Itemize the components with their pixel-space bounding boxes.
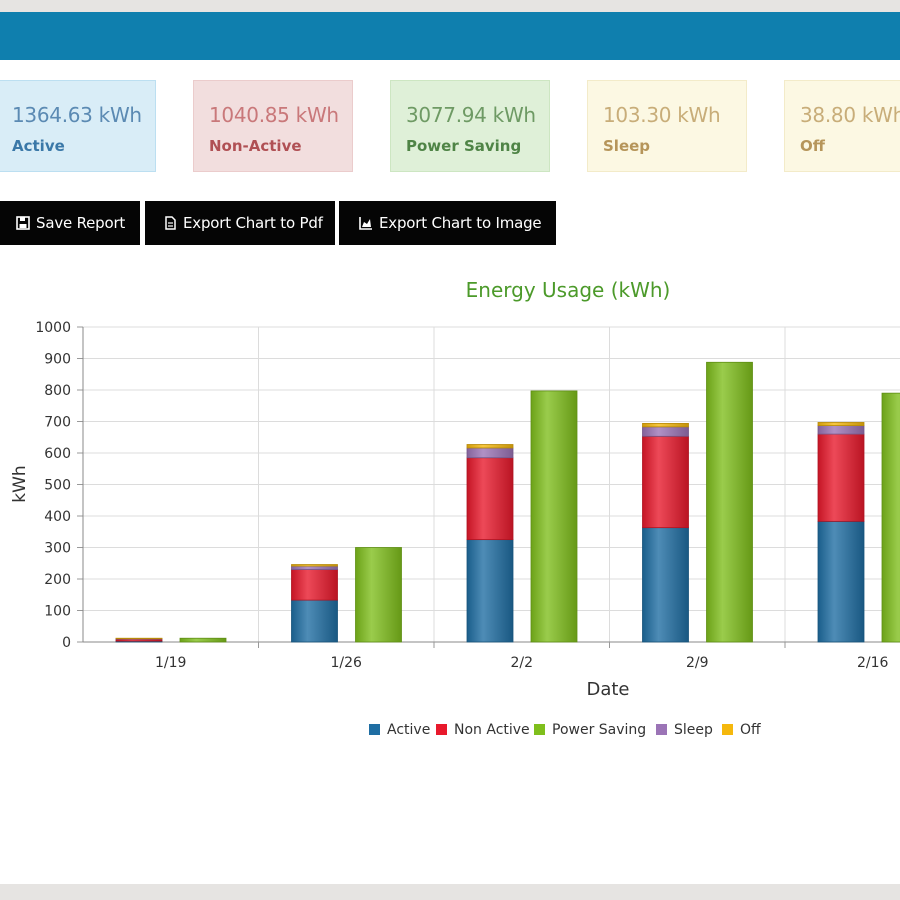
bar-power-saving	[881, 392, 900, 643]
legend-swatch	[722, 724, 733, 735]
bar-off	[115, 637, 163, 640]
bar-off	[817, 422, 865, 426]
top-header-bar	[0, 12, 900, 60]
stat-value: 103.30 kWh	[603, 103, 721, 127]
y-tick-label: 800	[44, 383, 71, 399]
stat-label: Off	[800, 137, 825, 155]
bar-sleep	[642, 426, 689, 437]
legend-swatch	[369, 724, 380, 735]
stat-value: 1040.85 kWh	[209, 103, 339, 127]
chart-title: Energy Usage (kWh)	[466, 278, 671, 302]
y-tick-label: 300	[44, 541, 71, 557]
export-image-label: Export Chart to Image	[379, 214, 542, 232]
floppy-disk-icon	[16, 216, 30, 230]
area-chart-icon	[359, 217, 372, 230]
stat-label: Power Saving	[406, 137, 522, 155]
bar-active	[817, 520, 865, 643]
y-tick-label: 0	[62, 635, 71, 651]
legend-item-label: Non Active	[454, 722, 530, 738]
stat-card-non-active: 1040.85 kWh Non-Active	[193, 80, 353, 172]
y-tick-label: 700	[44, 415, 71, 431]
stat-label: Non-Active	[209, 137, 302, 155]
bar-non-active	[817, 433, 865, 522]
save-report-label: Save Report	[36, 214, 126, 232]
legend-item-label: Off	[740, 722, 761, 738]
save-report-button[interactable]: Save Report	[0, 201, 140, 245]
bar-non-active	[642, 435, 689, 529]
stat-label: Sleep	[603, 137, 651, 155]
bar-power-saving	[355, 547, 402, 643]
y-tick-label: 400	[44, 509, 71, 525]
y-tick-label: 1000	[35, 320, 71, 336]
bar-active	[291, 599, 338, 643]
energy-usage-chart: Energy Usage (kWh) 0 100 200 300 400 500 600 700…	[10, 278, 900, 738]
stat-value: 38.80 kWh	[800, 103, 900, 127]
legend-item-label: Active	[387, 722, 430, 738]
legend-item-label: Power Saving	[552, 722, 646, 738]
x-tick-label: 1/19	[155, 655, 186, 671]
bar-off	[466, 444, 514, 449]
x-tick-label: 2/2	[510, 655, 533, 671]
stat-card-sleep: 103.30 kWh Sleep	[587, 80, 747, 172]
bar-off	[642, 422, 689, 428]
bar-active	[642, 527, 689, 643]
page: 1364.63 kWh Active 1040.85 kWh Non-Activ…	[0, 12, 900, 884]
x-tick-label: 2/16	[857, 655, 889, 671]
bar-power-saving	[179, 637, 227, 643]
bar-active	[466, 539, 514, 643]
x-tick-label: 1/26	[331, 655, 363, 671]
legend-swatch	[656, 724, 667, 735]
y-tick-label: 200	[44, 572, 71, 588]
stat-value: 1364.63 kWh	[12, 103, 142, 127]
stat-value: 3077.94 kWh	[406, 103, 536, 127]
x-axis-label: Date	[586, 679, 629, 700]
legend-swatch	[534, 724, 545, 735]
export-pdf-button[interactable]: Export Chart to Pdf	[145, 201, 335, 245]
y-tick-label: 600	[44, 446, 71, 462]
bar-sleep	[817, 425, 865, 435]
y-tick-label: 500	[44, 478, 71, 494]
stat-label: Active	[12, 137, 65, 155]
y-tick-label: 100	[44, 604, 71, 620]
bar-sleep	[466, 447, 514, 459]
x-tick-label: 2/9	[686, 655, 709, 671]
file-icon	[165, 216, 176, 230]
bar-power-saving	[530, 390, 578, 643]
y-axis-label: kWh	[10, 465, 30, 502]
stat-card-active: 1364.63 kWh Active	[0, 80, 156, 172]
bar-non-active	[291, 569, 338, 601]
bar-sleep	[291, 565, 338, 570]
stat-card-power-saving: 3077.94 kWh Power Saving	[390, 80, 550, 172]
export-pdf-label: Export Chart to Pdf	[183, 214, 323, 232]
legend-swatch	[436, 724, 447, 735]
legend-item-label: Sleep	[674, 722, 713, 738]
bar-off	[291, 564, 338, 567]
export-image-button[interactable]: Export Chart to Image	[339, 201, 556, 245]
stat-card-off: 38.80 kWh Off	[784, 80, 900, 172]
y-tick-label: 900	[44, 352, 71, 368]
bar-non-active	[466, 457, 514, 541]
bar-power-saving	[706, 361, 753, 643]
